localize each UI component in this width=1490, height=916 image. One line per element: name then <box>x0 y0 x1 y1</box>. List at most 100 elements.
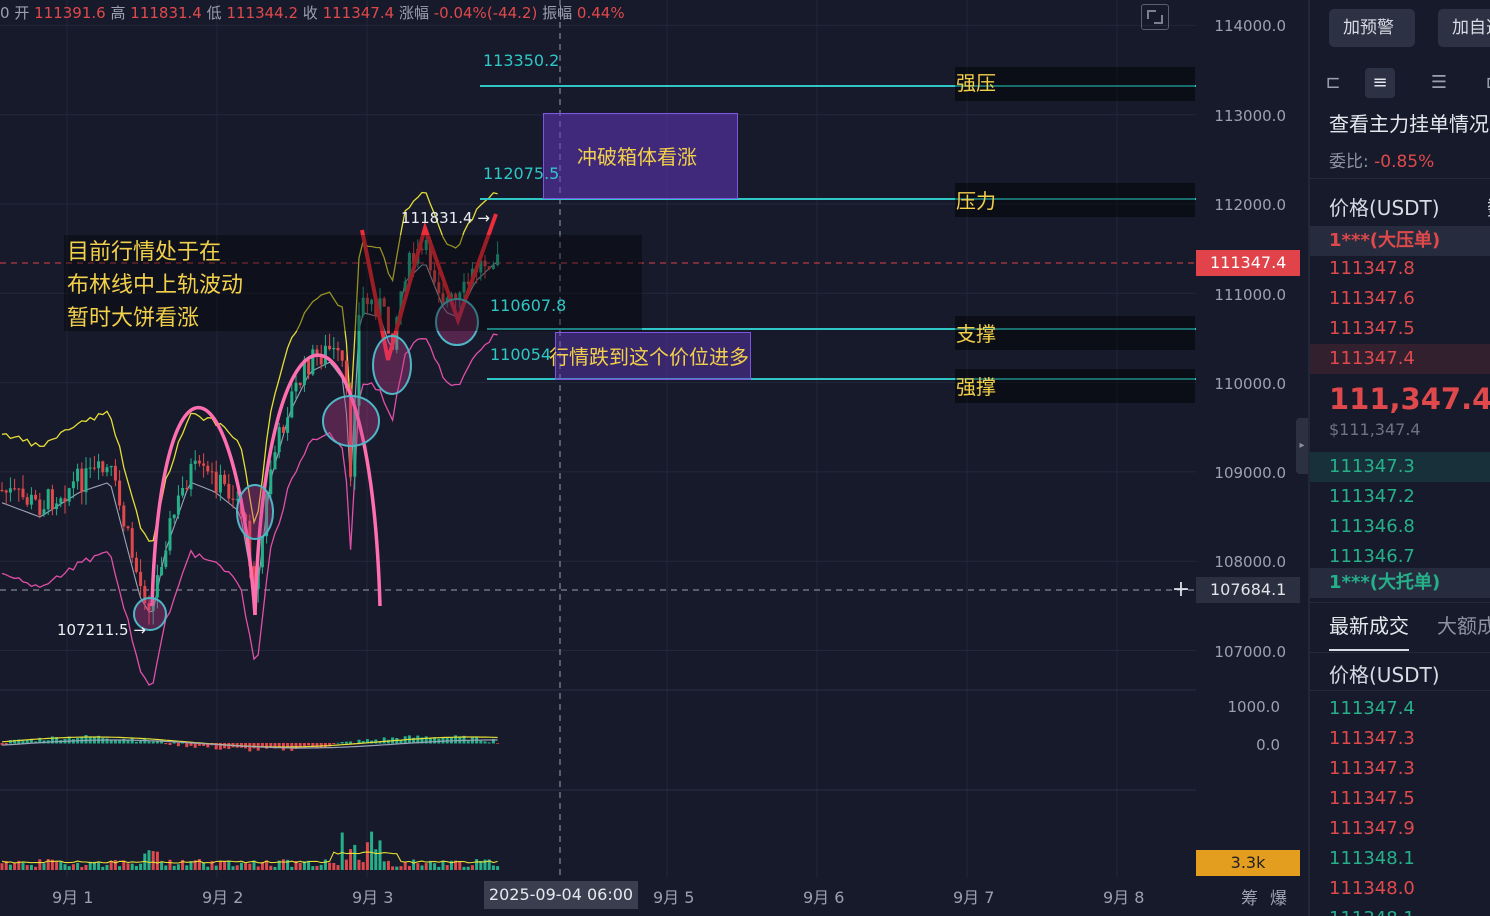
level-name-strong-support: 强撑 <box>956 375 996 399</box>
big-bid-row[interactable]: 1***(大托单) <box>1310 568 1490 598</box>
add-alert-button[interactable]: 加预警 <box>1329 9 1415 47</box>
candle-body <box>92 467 96 469</box>
macd-bar <box>122 738 126 744</box>
layout-both-icon[interactable]: ⊏ <box>1325 72 1341 93</box>
macd-bar <box>38 737 42 744</box>
volume-bar <box>29 864 33 870</box>
main-orders-title[interactable]: 查看主力挂单情况 <box>1329 112 1489 136</box>
candle-body <box>344 360 348 389</box>
volume-ma <box>1 851 498 864</box>
candle-body <box>25 497 29 505</box>
macd-bar <box>193 743 197 748</box>
ask-row[interactable]: 111347.4 <box>1310 344 1490 374</box>
volume-bar <box>361 862 365 870</box>
macd-bar <box>416 735 420 744</box>
chip-distribution-toggle[interactable]: 筹 <box>1241 889 1270 909</box>
panel-collapse-handle[interactable]: ▸ <box>1296 418 1308 474</box>
divider <box>1310 602 1490 603</box>
volume-bar <box>122 860 126 870</box>
tab-large-trades[interactable]: 大额成交 <box>1437 614 1490 638</box>
macd-bar <box>214 743 218 750</box>
ratio-value: -0.85% <box>1374 152 1435 172</box>
candle-body <box>55 503 59 510</box>
volume-bar <box>302 861 306 870</box>
candle-body <box>122 505 126 527</box>
liquidation-toggle[interactable]: 爆 <box>1270 889 1299 909</box>
layout-bids-icon[interactable]: ⊏ <box>1478 68 1490 98</box>
add-plus-icon[interactable]: + <box>1171 577 1191 602</box>
bid-row[interactable]: 111347.3 <box>1310 452 1490 482</box>
candle-body <box>265 494 269 537</box>
candle-body <box>97 461 101 469</box>
candle-body <box>403 281 407 292</box>
volume-bar <box>378 840 382 870</box>
level-name-support: 支撑 <box>956 322 996 346</box>
macd-bar <box>382 737 386 744</box>
macd-bar <box>151 741 155 744</box>
layout-list-icon[interactable]: ☰ <box>1430 72 1448 93</box>
macd-bar <box>25 739 29 744</box>
big-ask-row[interactable]: 1***(大压单) <box>1310 226 1490 256</box>
fullscreen-icon[interactable] <box>1141 4 1169 30</box>
bid-row[interactable]: 111346.8 <box>1329 516 1415 537</box>
volume-bar <box>412 859 416 870</box>
candle-body <box>273 452 277 470</box>
volume-bar <box>147 850 151 870</box>
macd-bar <box>126 739 130 744</box>
macd-bar <box>286 743 290 748</box>
volume-bar <box>4 860 8 870</box>
circle-3 <box>322 395 380 447</box>
volume-bar <box>483 859 487 870</box>
change-label: 涨幅 <box>398 4 429 22</box>
chart-area[interactable]: 0 开 111391.6 高 111831.4 低 111344.2 收 111… <box>0 0 1308 916</box>
high-value: 111831.4 <box>130 4 202 22</box>
add-watchlist-button[interactable]: 加自选 <box>1438 9 1490 47</box>
bid-row[interactable]: 111346.7 <box>1329 546 1415 567</box>
macd-bar <box>113 739 117 744</box>
volume-bar <box>416 863 420 870</box>
macd-bar <box>197 743 201 746</box>
layout-split-icon[interactable]: ≡ <box>1365 68 1395 98</box>
volume-bar <box>181 859 185 870</box>
macd-bar <box>202 743 206 746</box>
volume-bar <box>496 866 500 870</box>
close-label: 收 <box>302 4 318 22</box>
volume-bar <box>433 863 437 870</box>
tab-latest-trades[interactable]: 最新成交 <box>1329 610 1409 651</box>
volume-bar <box>277 860 281 870</box>
volume-bar <box>139 863 143 870</box>
volume-bar <box>424 863 428 870</box>
date-tick: 9月 7 <box>953 888 995 907</box>
price-tick: 114000.0 <box>1214 17 1286 35</box>
trade-row: 111348.0 <box>1329 878 1415 899</box>
volume-bar <box>437 866 441 870</box>
volume-bar <box>407 865 411 870</box>
candle-body <box>412 252 416 264</box>
ask-row[interactable]: 111347.6 <box>1329 288 1415 309</box>
candle-body <box>193 460 197 464</box>
ask-row[interactable]: 111347.5 <box>1329 318 1415 339</box>
bid-row[interactable]: 111347.2 <box>1329 486 1415 507</box>
candle-body <box>38 499 42 515</box>
date-tick: 9月 8 <box>1103 888 1145 907</box>
high-marker: 111831.4 → <box>401 209 490 227</box>
volume-bar <box>13 863 17 870</box>
macd-bar <box>336 742 340 744</box>
macd-bar <box>462 735 466 744</box>
candle-body <box>491 265 495 269</box>
crosshair-date-tag: 2025-09-04 06:00 <box>484 881 638 909</box>
candle-body <box>328 345 332 350</box>
volume-bar <box>126 863 130 870</box>
candle-body <box>118 480 122 506</box>
breakout-box <box>543 113 738 199</box>
macd-bar <box>50 736 54 744</box>
candle-body <box>336 347 340 351</box>
candle-body <box>185 488 189 490</box>
volume-bar <box>105 864 109 870</box>
candle-body <box>0 490 4 491</box>
ask-row[interactable]: 111347.8 <box>1329 258 1415 279</box>
volume-bar <box>42 863 46 870</box>
change-value: -0.04%(-44.2) <box>433 4 538 22</box>
volume-bar <box>118 866 122 870</box>
price-tick: 111000.0 <box>1214 286 1286 304</box>
